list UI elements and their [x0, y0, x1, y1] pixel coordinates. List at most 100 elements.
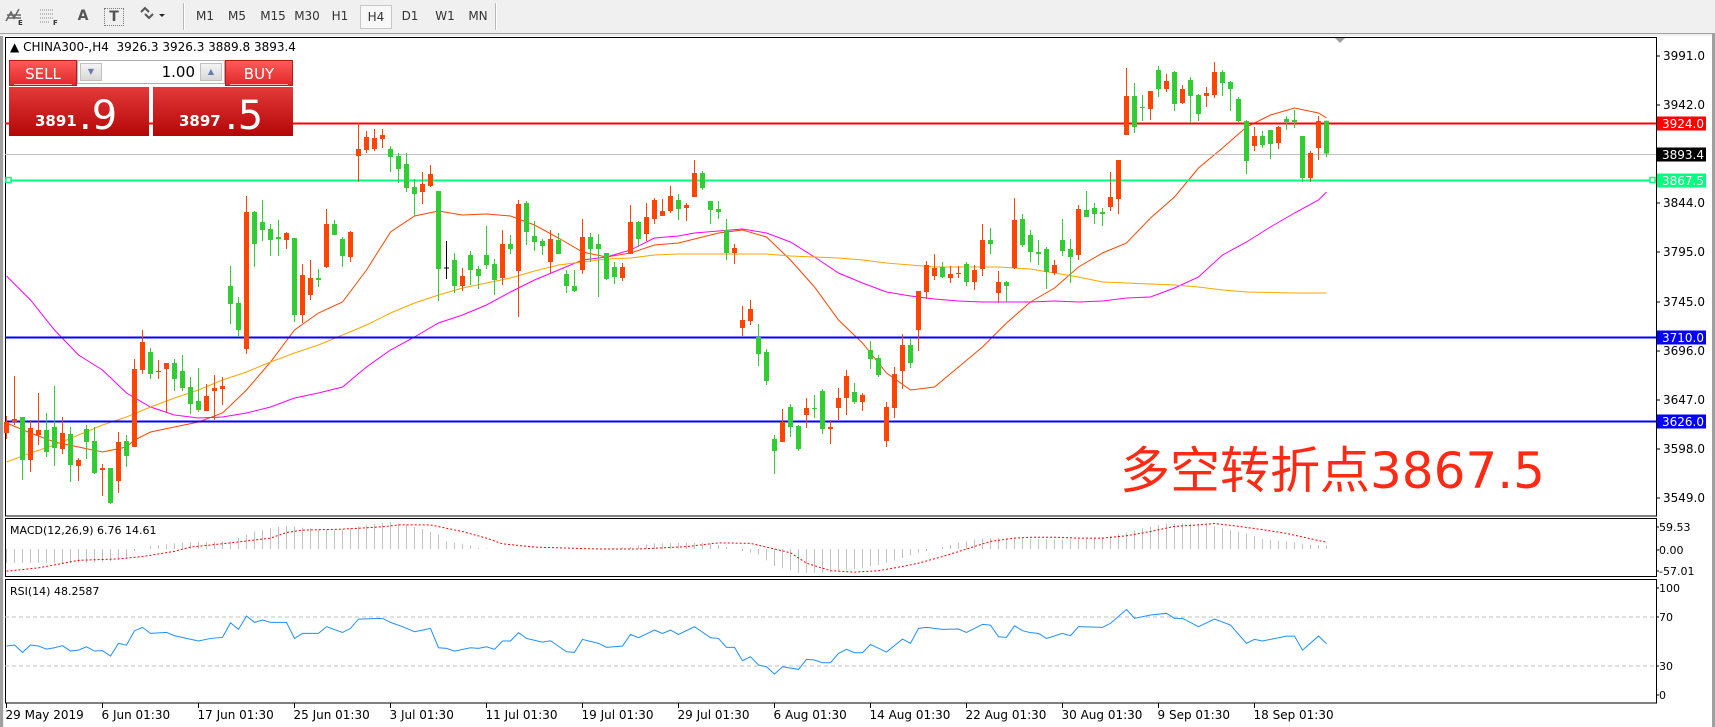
- candle: [388, 146, 393, 172]
- date-axis-label: 29 Jul 01:30: [678, 708, 750, 722]
- candle-body: [108, 468, 113, 503]
- candle: [148, 348, 153, 379]
- candle-body: [868, 350, 873, 359]
- candle: [708, 201, 713, 224]
- timeframe-m1[interactable]: M1: [196, 9, 214, 23]
- ma-mid-line: [6, 191, 1327, 419]
- elliott-wave-icon[interactable]: E: [4, 6, 26, 27]
- candle: [108, 468, 113, 504]
- buy-button[interactable]: BUY: [225, 60, 293, 86]
- left-border: [0, 36, 3, 727]
- candle-body: [772, 439, 777, 451]
- candle: [900, 334, 905, 389]
- candle: [1244, 120, 1249, 174]
- candle-body: [324, 224, 329, 267]
- candle-body: [1140, 107, 1145, 108]
- candle-body: [1252, 136, 1257, 146]
- buy-price-main: 3897: [179, 112, 221, 130]
- candle-body: [348, 232, 353, 257]
- candle: [516, 200, 521, 317]
- timeframe-m30[interactable]: M30: [294, 9, 320, 23]
- lot-increase-button[interactable]: ▲: [200, 63, 222, 81]
- candle-body: [756, 337, 761, 354]
- arrows-icon[interactable]: [138, 6, 170, 26]
- candle-body: [20, 417, 25, 460]
- candle: [1092, 203, 1097, 224]
- level-price-tag: [1657, 147, 1706, 162]
- level-price-label: 3626.0: [1662, 415, 1704, 429]
- candle-body: [68, 434, 73, 465]
- candle-body: [964, 264, 969, 282]
- candle: [1260, 131, 1265, 148]
- candle-body: [76, 460, 81, 466]
- candle-body: [580, 237, 585, 270]
- collapse-triangle-icon[interactable]: ▲: [10, 40, 20, 54]
- timeframe-h1[interactable]: H1: [331, 9, 349, 23]
- candle: [948, 266, 953, 283]
- candle-body: [1028, 235, 1033, 252]
- candle: [28, 420, 33, 472]
- candle: [76, 458, 81, 481]
- sell-button[interactable]: SELL: [9, 60, 77, 86]
- price-axis-label: 3991.0: [1663, 49, 1705, 63]
- lot-decrease-button[interactable]: ▼: [80, 63, 102, 81]
- timeframe-w1[interactable]: W1: [435, 9, 455, 23]
- candle-body: [500, 244, 505, 278]
- candle-body: [828, 427, 833, 429]
- candle-body: [1100, 212, 1105, 214]
- buy-price-box[interactable]: 3897 .5: [153, 87, 293, 139]
- text-icon[interactable]: A: [77, 8, 89, 24]
- candle-body: [1148, 91, 1153, 109]
- candle-body: [1068, 249, 1073, 257]
- candle: [1028, 230, 1033, 262]
- candle: [292, 238, 297, 322]
- candle: [420, 172, 425, 204]
- candle-body: [1228, 82, 1233, 89]
- candle-body: [188, 387, 193, 404]
- candle-body: [796, 426, 801, 449]
- fibonacci-grid-icon[interactable]: F: [38, 6, 60, 27]
- buy-price-fraction: .5: [225, 93, 264, 139]
- chart-header: ▲ CHINA300-,H4 3926.3 3926.3 3889.8 3893…: [10, 40, 296, 54]
- candle: [748, 300, 753, 325]
- level-price-label: 3924.0: [1662, 117, 1704, 131]
- candle: [1044, 247, 1049, 289]
- candle-body: [788, 407, 793, 427]
- timeframe-h4[interactable]: H4: [360, 5, 392, 29]
- candle: [476, 266, 481, 289]
- candle-body: [1060, 240, 1065, 251]
- candle-body: [876, 358, 881, 375]
- candle: [556, 233, 561, 254]
- text-label-icon[interactable]: T: [104, 8, 124, 26]
- date-axis-label: 19 Jul 01:30: [582, 708, 654, 722]
- rsi-panel-frame: [5, 579, 1657, 704]
- candle: [524, 201, 529, 245]
- date-axis-label: 6 Jun 01:30: [102, 708, 171, 722]
- candle-body: [1212, 72, 1217, 95]
- candle-body: [1052, 265, 1057, 273]
- candle: [68, 427, 73, 482]
- candle: [484, 226, 489, 269]
- candle-body: [300, 275, 305, 315]
- candle-body: [172, 363, 177, 379]
- candle: [220, 377, 225, 405]
- candle: [1284, 116, 1289, 130]
- candle-body: [308, 278, 313, 295]
- candle: [596, 234, 601, 297]
- candle-body: [44, 430, 49, 452]
- candle-body: [1244, 121, 1249, 161]
- candle: [1180, 85, 1185, 104]
- timeframe-mn[interactable]: MN: [468, 9, 488, 23]
- candle: [100, 464, 105, 496]
- candle-body: [388, 149, 393, 157]
- timeframe-m5[interactable]: M5: [228, 9, 246, 23]
- timeframe-d1[interactable]: D1: [401, 9, 419, 23]
- lot-size-input[interactable]: 1.00: [161, 63, 195, 81]
- lot-size-stepper[interactable]: ▼ 1.00 ▲: [77, 60, 225, 84]
- candle: [1012, 198, 1017, 269]
- sell-price-box[interactable]: 3891 .9: [9, 87, 149, 138]
- candle-body: [1316, 121, 1321, 148]
- candle: [804, 398, 809, 428]
- timeframe-m15[interactable]: M15: [260, 9, 286, 23]
